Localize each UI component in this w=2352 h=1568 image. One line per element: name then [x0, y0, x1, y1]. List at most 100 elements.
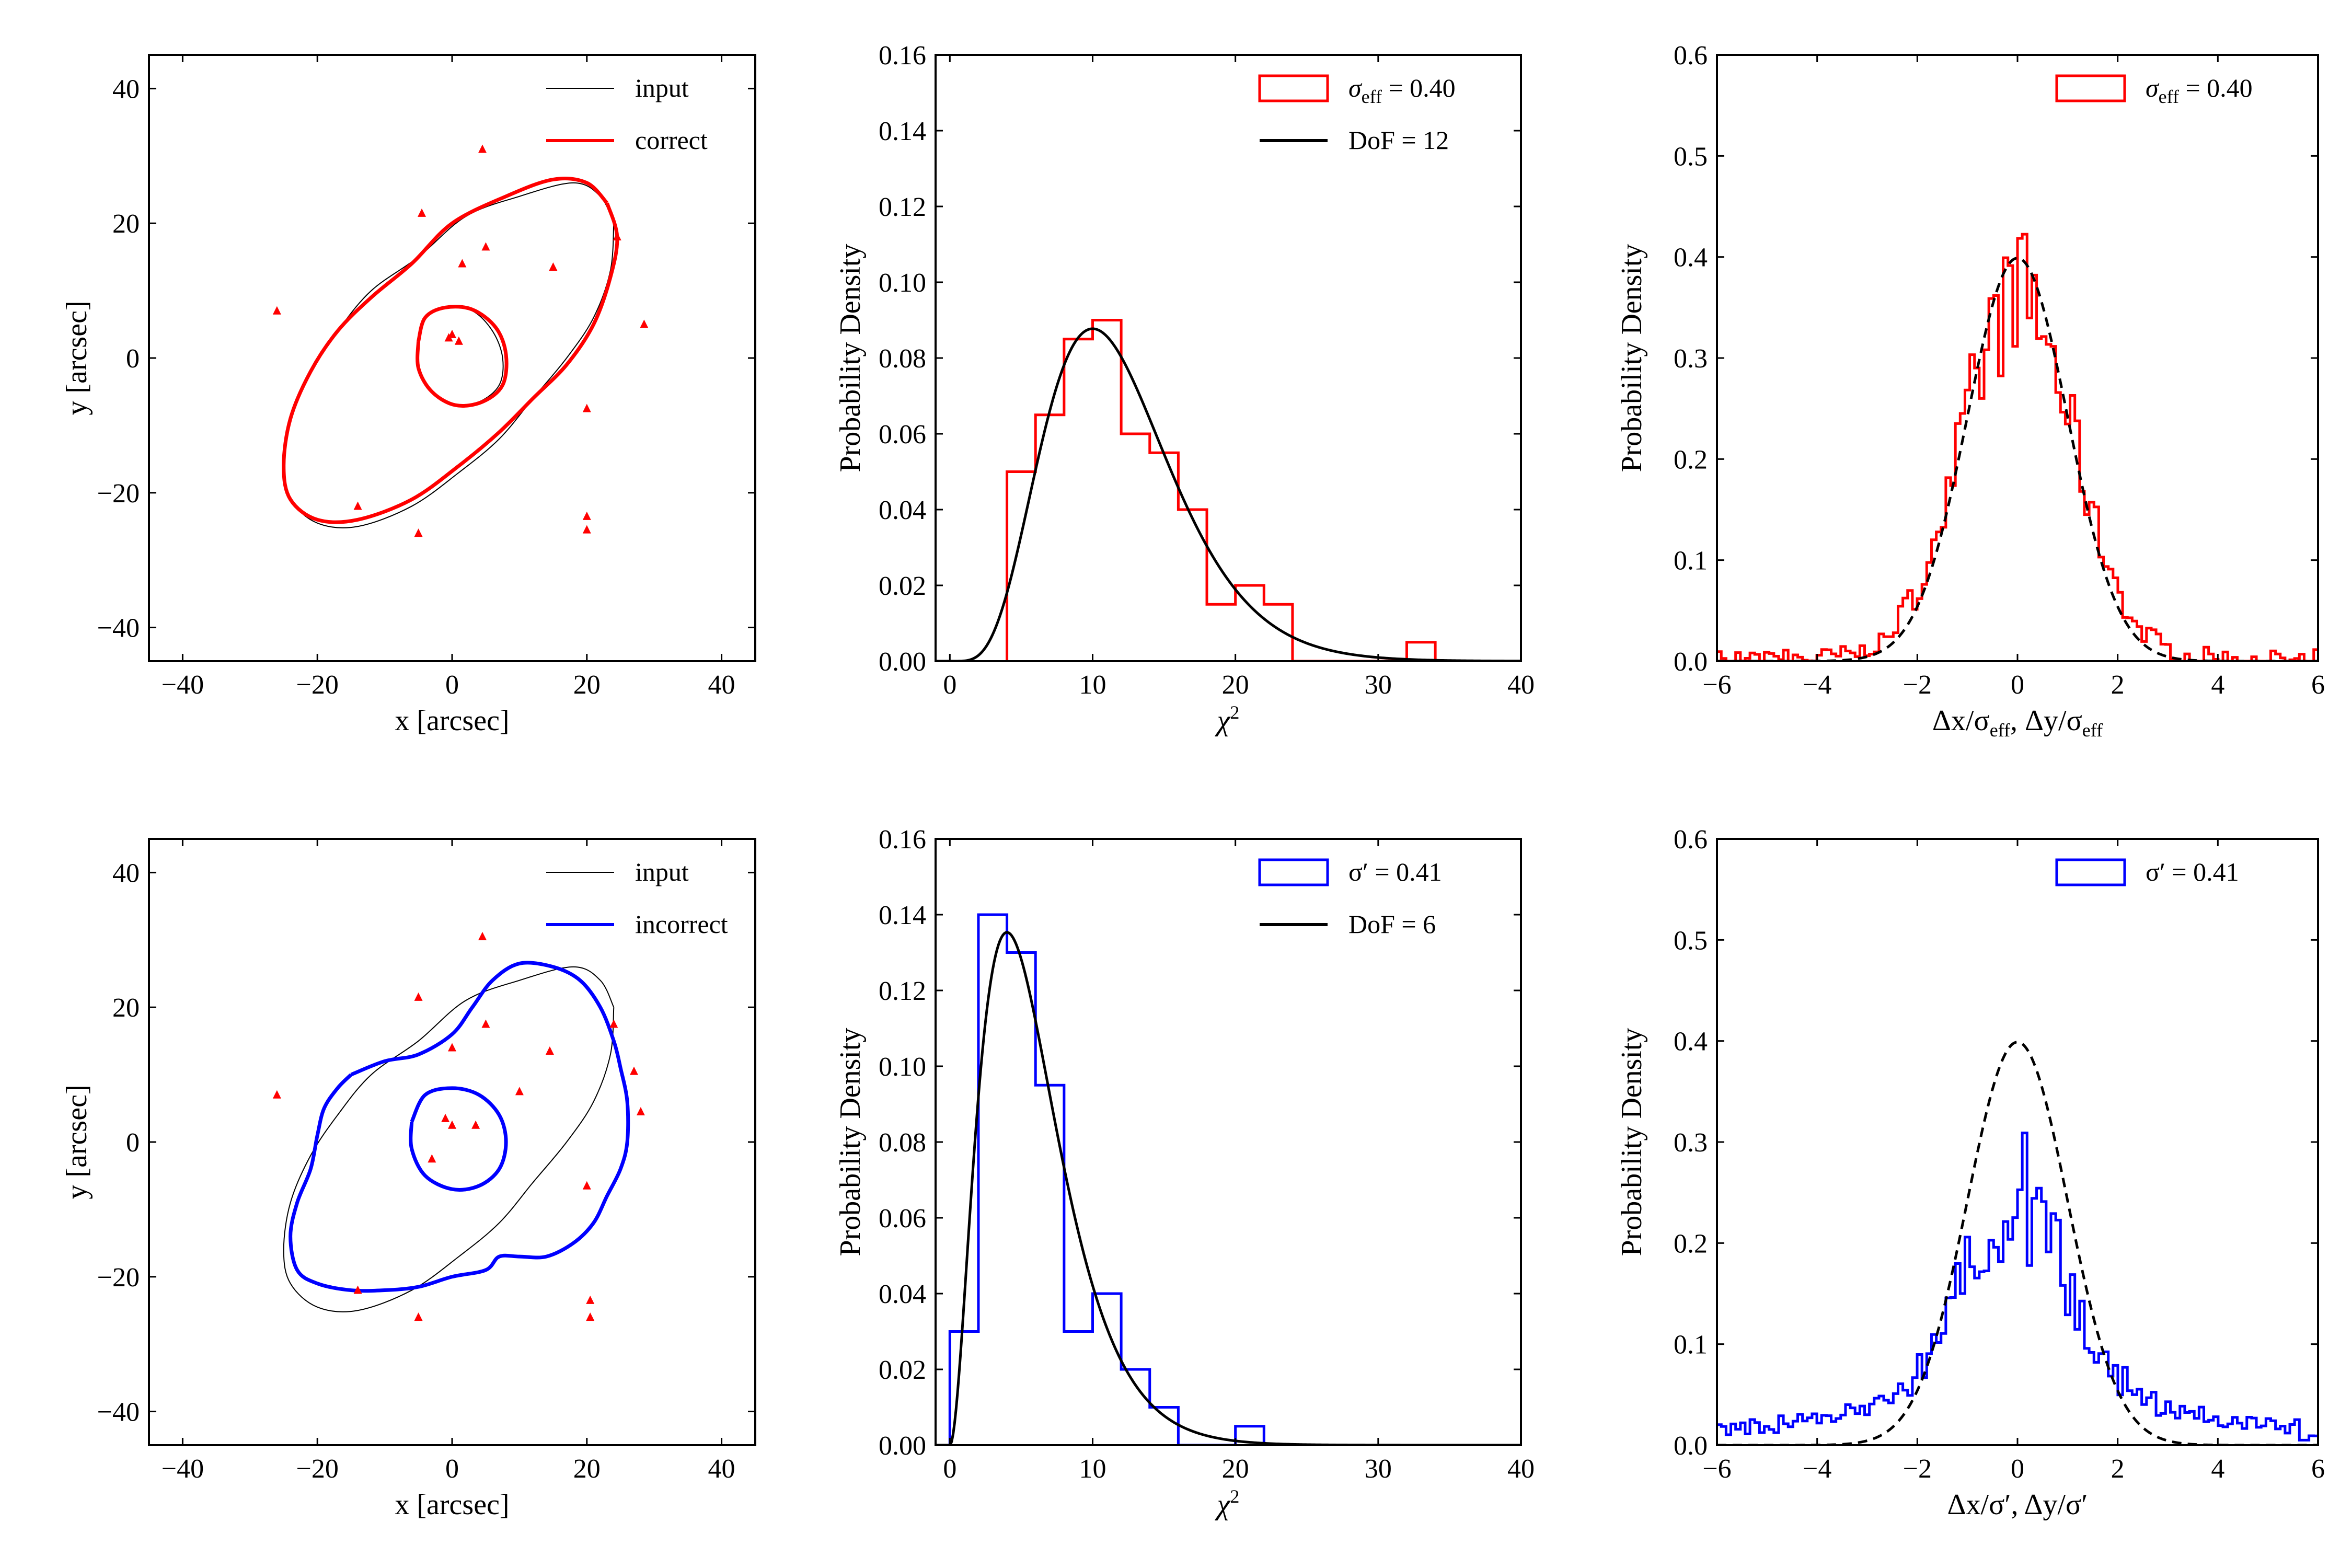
x-tick-label: −4	[1803, 670, 1831, 700]
legend-label: σ′ = 0.41	[1348, 857, 1442, 886]
axes-frame	[148, 838, 756, 1446]
x-tick-label: −40	[162, 1454, 204, 1484]
y-tick-label: 40	[112, 858, 140, 888]
legend-label: incorrect	[635, 909, 728, 939]
legend: input correct	[546, 73, 708, 155]
x-tick-label: −4	[1803, 1454, 1831, 1484]
source-marker	[414, 1312, 423, 1321]
y-tick-label: 20	[112, 993, 140, 1023]
source-marker	[481, 1019, 490, 1028]
source-marker	[478, 931, 487, 940]
axes-frame	[148, 54, 756, 662]
y-tick-label: 0.00	[879, 647, 926, 677]
x-tick-label: 30	[1365, 1454, 1392, 1484]
source-marker	[640, 319, 649, 328]
y-tick-label: 0.1	[1674, 1330, 1708, 1360]
plot-area	[272, 144, 649, 537]
y-tick-label: 0.6	[1674, 41, 1708, 71]
legend-label: input	[635, 857, 689, 886]
legend: σ′ = 0.41 DoF = 6	[1258, 857, 1442, 939]
y-tick-label: 0.12	[879, 192, 926, 222]
x-axis-label: Δx/σ′, Δy/σ′	[1947, 1489, 2088, 1521]
y-tick-label: 20	[112, 209, 140, 239]
y-tick-label: −20	[97, 1263, 140, 1293]
axes-frame	[935, 54, 1522, 662]
legend-label: DoF = 6	[1348, 909, 1436, 939]
panel-chi2-incorrect: 0 10 20 30 40 0.00 0.02 0.04 0.06 0.08 0.10 0.12 0.1…	[834, 825, 1535, 1521]
caustic-input	[283, 966, 615, 1312]
y-axis-label: Probability Density	[834, 1028, 867, 1256]
source-marker	[448, 1043, 456, 1052]
y-tick-label: 0.2	[1674, 445, 1708, 475]
y-axis-label: Probability Density	[834, 244, 867, 472]
x-tick-label: −6	[1702, 670, 1731, 700]
legend-swatch	[1258, 74, 1329, 102]
source-marker	[478, 144, 487, 153]
gaussian-curve	[1717, 1041, 2318, 1445]
y-tick-label: 0.3	[1674, 344, 1708, 374]
histogram-steps	[1717, 233, 2318, 661]
y-tick-label: 0.00	[879, 1431, 926, 1461]
x-tick-label: 4	[2211, 1454, 2224, 1484]
y-tick-label: 0.0	[1674, 647, 1708, 677]
source-marker	[454, 336, 463, 345]
x-tick-label: 40	[1507, 670, 1535, 700]
y-tick-label: −40	[97, 614, 140, 643]
x-tick-label: 10	[1079, 1454, 1106, 1484]
legend: σeff = 0.40	[2055, 73, 2253, 107]
legend-label: input	[635, 73, 689, 102]
x-tick-label: 0	[445, 670, 459, 700]
caustic-correct-inner	[416, 305, 509, 408]
source-marker	[481, 242, 490, 251]
y-tick-label: −40	[97, 1398, 140, 1427]
y-tick-label: 0.04	[879, 1279, 926, 1309]
y-tick-label: 0.16	[879, 825, 926, 855]
source-marker	[549, 262, 558, 271]
panel-residuals-correct: −6 −4 −2 0 2 4 6 0.0 0.1 0.2 0.3 0.4 0.5 0.6 Δx/σeff, …	[1616, 41, 2325, 741]
y-tick-label: 0.14	[879, 117, 926, 146]
y-tick-label: 0.02	[879, 571, 926, 601]
source-marker	[428, 1154, 436, 1163]
x-tick-label: 40	[1507, 1454, 1535, 1484]
source-marker	[582, 511, 591, 520]
x-tick-label: 0	[2011, 670, 2024, 700]
source-marker	[582, 1181, 591, 1190]
legend-label: σeff = 0.40	[1348, 73, 1456, 107]
y-tick-label: 0.04	[879, 495, 926, 525]
y-tick-label: 0.08	[879, 1128, 926, 1158]
x-tick-label: 40	[708, 670, 735, 700]
caustic-incorrect-inner	[409, 1086, 508, 1192]
plot-area	[1717, 1041, 2318, 1445]
histogram-steps	[1006, 319, 1437, 661]
source-marker	[586, 1312, 595, 1321]
y-tick-label: 0.12	[879, 976, 926, 1006]
x-tick-label: 2	[2111, 670, 2125, 700]
caustic-input	[283, 182, 615, 528]
panel-chi2-correct: 0 10 20 30 40 0.00 0.02 0.04 0.06 0.08 0.10 0.12 0.1…	[834, 41, 1535, 737]
source-marker	[582, 403, 591, 412]
y-tick-label: 0.14	[879, 901, 926, 930]
y-tick-label: 0.4	[1674, 243, 1708, 273]
x-tick-label: 6	[2311, 1454, 2325, 1484]
x-tick-label: 0	[445, 1454, 459, 1484]
x-tick-label: 20	[573, 670, 601, 700]
y-tick-label: 0.08	[879, 344, 926, 374]
x-tick-label: 0	[943, 1454, 956, 1484]
source-marker	[636, 1107, 645, 1115]
legend-label: σeff = 0.40	[2146, 73, 2253, 107]
legend-label: correct	[635, 125, 708, 155]
x-tick-label: 0	[2011, 1454, 2024, 1484]
legend-swatch	[2055, 858, 2126, 886]
legend-label: σ′ = 0.41	[2146, 857, 2239, 886]
legend-label: DoF = 12	[1348, 125, 1449, 155]
y-tick-label: 0.1	[1674, 546, 1708, 576]
chi2-curve	[936, 327, 1521, 661]
x-tick-label: 6	[2311, 670, 2325, 700]
source-marker	[545, 1046, 554, 1055]
source-marker	[272, 1090, 281, 1099]
x-tick-label: −20	[296, 1454, 339, 1484]
y-axis-label: y [arcsec]	[61, 301, 93, 415]
y-tick-label: 0.10	[879, 1052, 926, 1082]
x-axis-label: Δx/σeff, Δy/σeff	[1932, 705, 2103, 741]
histogram-steps	[1717, 1132, 2318, 1442]
